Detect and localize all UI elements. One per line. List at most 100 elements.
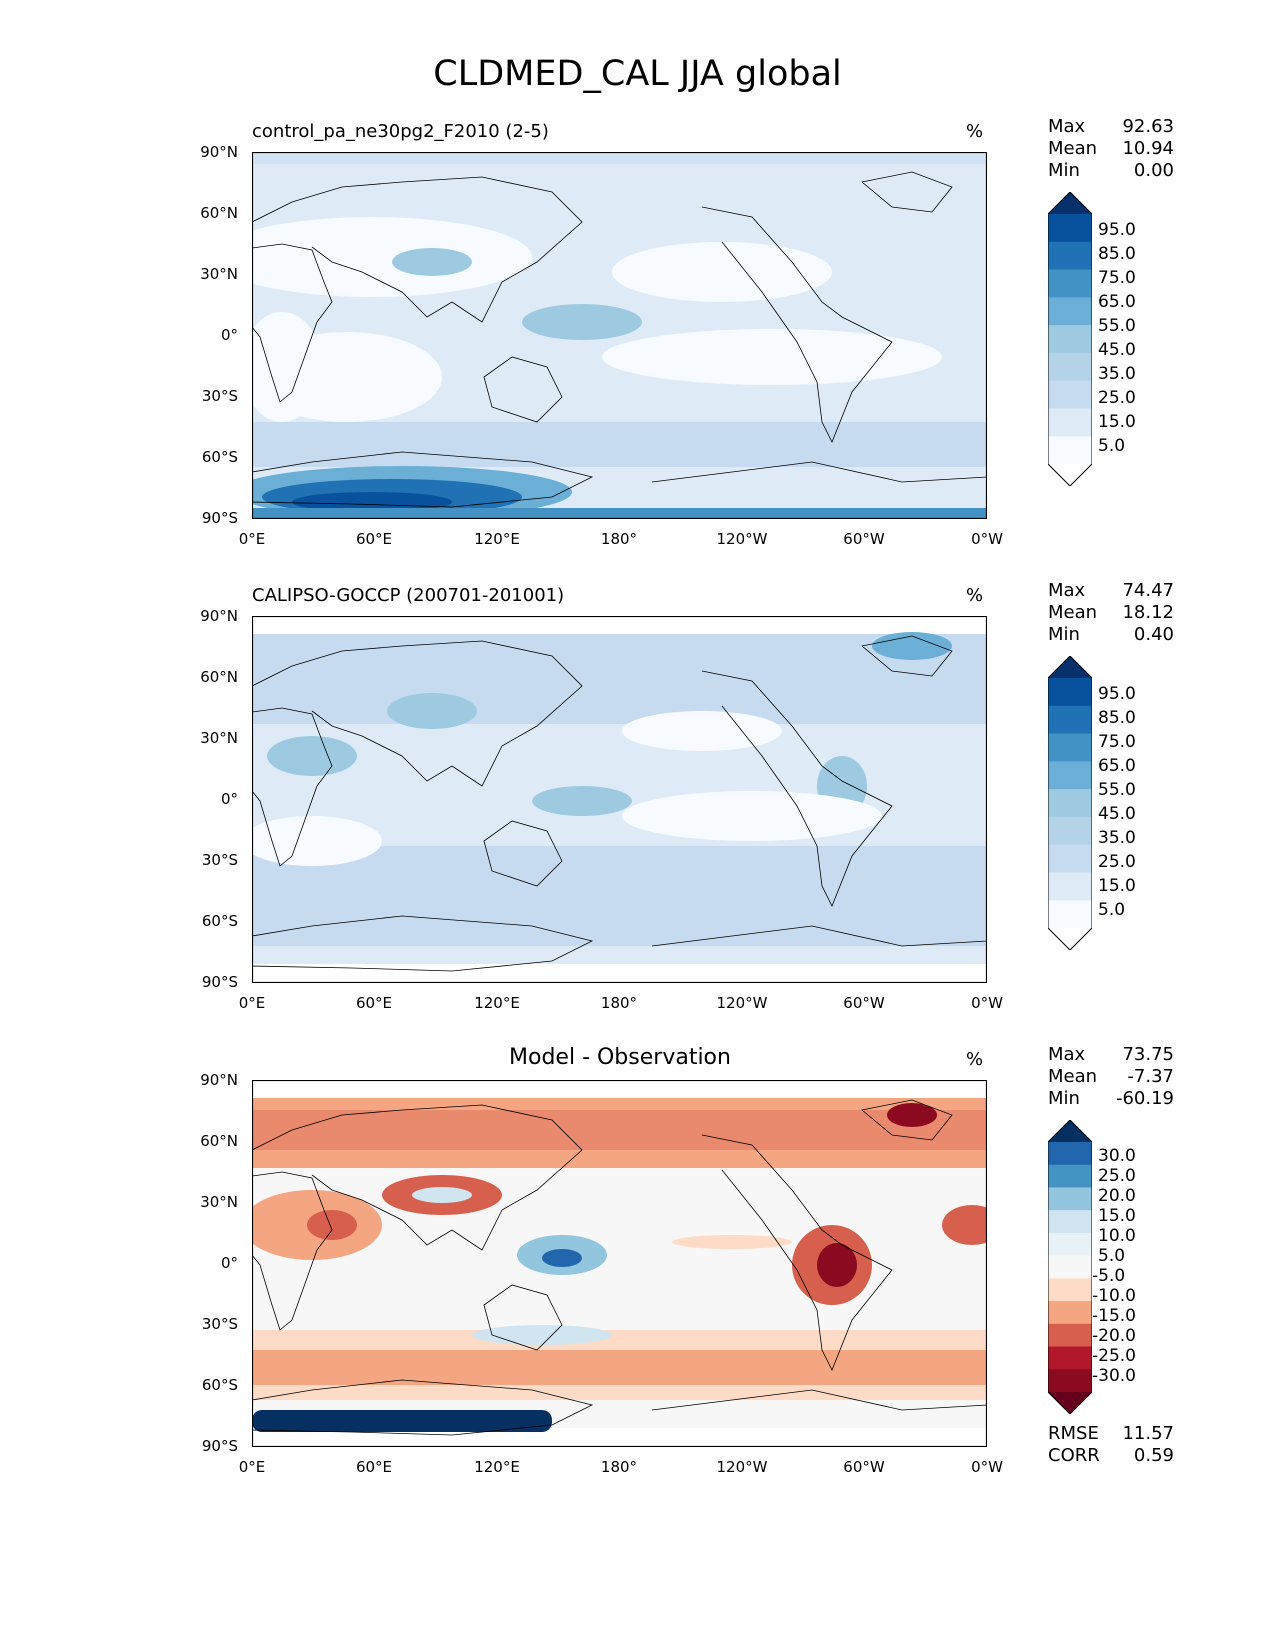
panel1-lat-tick: 60°N [200,204,238,222]
panel3-extra-stats: RMSE 11.57 CORR 0.59 [1048,1423,1174,1467]
colorbar-swatch [1048,1232,1092,1257]
panel2-lon-tick: 0°W [971,994,1003,1012]
panel3-lon-tick: 180° [600,1458,638,1476]
colorbar-swatch [1048,380,1092,409]
panel3-africa-core [307,1210,357,1240]
panel1-high-maritime [522,304,642,340]
panel2-lat-tick: 30°S [201,851,238,869]
panel3-lat-tick: 30°S [201,1315,238,1333]
panel3-maritime-core [542,1249,582,1267]
panel3-colorbar [1048,1120,1092,1414]
colorbar-swatch [1048,1164,1092,1188]
panel1-units: % [966,121,984,142]
panel1-lon-tick: 0°E [238,530,266,548]
figure-title: CLDMED_CAL JJA global [433,54,842,94]
panel1-max-label: Max [1048,116,1086,137]
colorbar-swatch [1048,241,1092,271]
panel2-high-tibet [387,693,477,729]
panel1-colorbar-label: 5.0 [1098,436,1126,456]
panel3-colorbar-label: 10.0 [1098,1226,1136,1246]
panel3-lat-tick: 0° [220,1254,238,1272]
colorbar-swatch [1048,678,1092,707]
panel3-frame [252,1080,987,1447]
panel1-lon-tick: 0°W [971,530,1003,548]
panel3-colorbar-label: -25.0 [1092,1346,1136,1366]
panel2-lon-tick: 120°W [716,994,768,1012]
colorbar-swatch [1048,1301,1092,1325]
panel3-colorbar-label: -30.0 [1092,1366,1136,1386]
colorbar-swatch [1048,844,1092,873]
panel2-mean-label: Mean [1048,602,1098,623]
panel3-colorbar-label: -10.0 [1092,1286,1136,1306]
panel1-mean-value: 10.94 [1122,138,1174,159]
panel1-low-africa [252,312,322,422]
panel1-colorbar-label: 85.0 [1098,244,1136,264]
colorbar-swatch [1048,872,1092,901]
panel2-stats: Max 74.47 Mean 18.12 Min 0.40 [1048,580,1174,646]
panel1-min-label: Min [1048,160,1080,181]
panel3-amazon-core [817,1243,857,1287]
colorbar-swatch [1048,325,1092,354]
colorbar-swatch [1048,464,1092,486]
panel2-lon-tick: 0°E [238,994,266,1012]
panel2-title: CALIPSO-GOCCP (200701-201001) [252,585,565,606]
colorbar-swatch [1048,436,1092,465]
colorbar-swatch [1048,214,1092,243]
panel1-min-value: 0.00 [1133,160,1174,181]
panel3-mean-label: Mean [1048,1066,1098,1087]
panel2-frame [252,616,987,983]
panel2-low-satl [252,816,382,866]
colorbar-swatch [1048,1120,1092,1142]
panel2-band-southern [252,846,987,946]
panel3-min-label: Min [1048,1088,1080,1109]
panel2-band-north [252,634,987,724]
panel3-colorbar-label: 15.0 [1098,1206,1136,1226]
colorbar-swatch [1048,192,1092,214]
panel3-lon-tick: 120°E [474,1458,520,1476]
panel2-colorbar-label: 85.0 [1098,708,1136,728]
panel1-lon-tick: 120°E [474,530,520,548]
panel2-min-label: Min [1048,624,1080,645]
panel2-min-value: 0.40 [1133,624,1174,645]
panel2-colorbar-label: 55.0 [1098,780,1136,800]
panel1-lat-tick: 0° [220,326,238,344]
panel3-colorbar-label: -5.0 [1092,1266,1126,1286]
panel2-lat-tick: 90°N [200,607,238,625]
panel1-lat-tick: 90°S [201,509,238,527]
panel3-lon-tick: 60°W [843,1458,885,1476]
panel1-colorbar-label: 55.0 [1098,316,1136,336]
panel2-lat-tick: 0° [220,790,238,808]
panel3-colorbar-label: -15.0 [1092,1306,1136,1326]
colorbar-swatch [1048,1142,1092,1166]
panel3-colorbar-label: 20.0 [1098,1186,1136,1206]
panel2-colorbar-label: 35.0 [1098,828,1136,848]
panel2-lat-tick: 30°N [200,729,238,747]
panel1-colorbar-label: 25.0 [1098,388,1136,408]
panel1-coastlines [252,171,987,508]
panel1-antarctic-core [292,492,452,512]
colorbar-swatch [1048,789,1092,818]
panel3-atlantic-bias [942,1205,987,1245]
panel3-tibet-blue [412,1187,472,1203]
panel2-colorbar [1048,656,1092,950]
panel1-map [252,152,987,519]
panel1-lon-tick: 180° [600,530,638,548]
panel3-greenland-core [887,1103,937,1127]
panel2-lon-tick: 180° [600,994,638,1012]
panel3-corr-label: CORR [1048,1445,1100,1466]
panel1-lat-tick: 90°N [200,143,238,161]
colorbar-swatch [1048,1210,1092,1234]
colorbar-swatch [1048,733,1092,762]
panel2-units: % [966,585,984,606]
panel2-high-maritime [532,786,632,816]
panel2-colorbar-label: 95.0 [1098,684,1136,704]
panel3-itcz-bias [672,1235,792,1249]
panel3-lon-tick: 0°E [238,1458,266,1476]
panel1-colorbar-label: 15.0 [1098,412,1136,432]
panel2-lat-tick: 90°S [201,973,238,991]
panel3-map [252,1080,987,1447]
panel1-lat-tick: 30°N [200,265,238,283]
panel3-stats: Max 73.75 Mean -7.37 Min -60.19 [1048,1044,1174,1110]
panel2-low-spac [622,791,882,841]
colorbar-swatch [1048,761,1092,790]
